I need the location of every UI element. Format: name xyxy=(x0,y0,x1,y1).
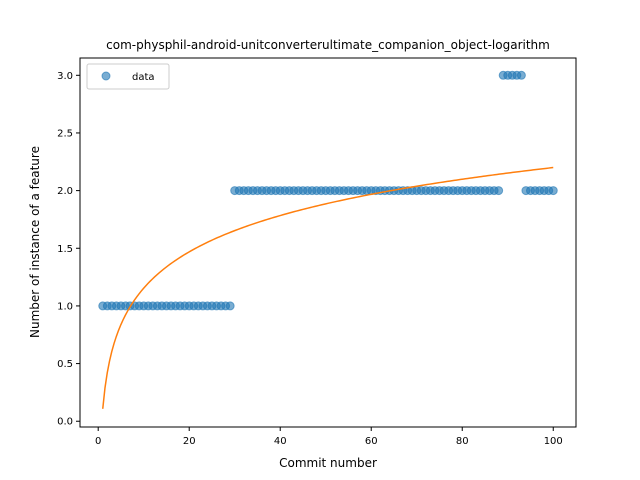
data-point xyxy=(494,186,504,196)
x-tick-label: 20 xyxy=(183,436,196,447)
y-tick-label: 1.0 xyxy=(57,301,73,312)
y-tick-label: 0.5 xyxy=(57,359,73,370)
data-point xyxy=(548,186,558,196)
y-tick-label: 2.0 xyxy=(57,186,73,197)
fit-line xyxy=(102,166,554,409)
x-tick-label: 100 xyxy=(544,436,563,447)
y-tick-label: 1.5 xyxy=(57,244,73,255)
chart-title: com-physphil-android-unitconverterultima… xyxy=(106,38,550,52)
x-tick-label: 0 xyxy=(95,436,101,447)
plot-marks xyxy=(98,70,558,409)
x-tick-label: 60 xyxy=(365,436,378,447)
y-axis-label: Number of instance of a feature xyxy=(28,146,42,338)
legend-box xyxy=(86,63,170,90)
y-axis: 0.0 0.5 1.0 1.5 2.0 2.5 3.0 xyxy=(57,71,80,428)
data-point xyxy=(225,301,235,311)
y-tick-label: 0.0 xyxy=(57,417,73,428)
x-axis: 0 20 40 60 80 100 xyxy=(95,427,563,447)
y-tick-label: 2.5 xyxy=(57,128,73,139)
data-point xyxy=(516,70,526,80)
x-axis-label: Commit number xyxy=(279,456,377,470)
legend-marker-data xyxy=(101,71,111,81)
plot-frame xyxy=(79,57,577,428)
x-tick-label: 40 xyxy=(274,436,287,447)
y-tick-label: 3.0 xyxy=(57,71,73,82)
legend: data xyxy=(86,63,170,90)
x-tick-label: 80 xyxy=(456,436,469,447)
legend-label-data: data xyxy=(132,72,155,83)
